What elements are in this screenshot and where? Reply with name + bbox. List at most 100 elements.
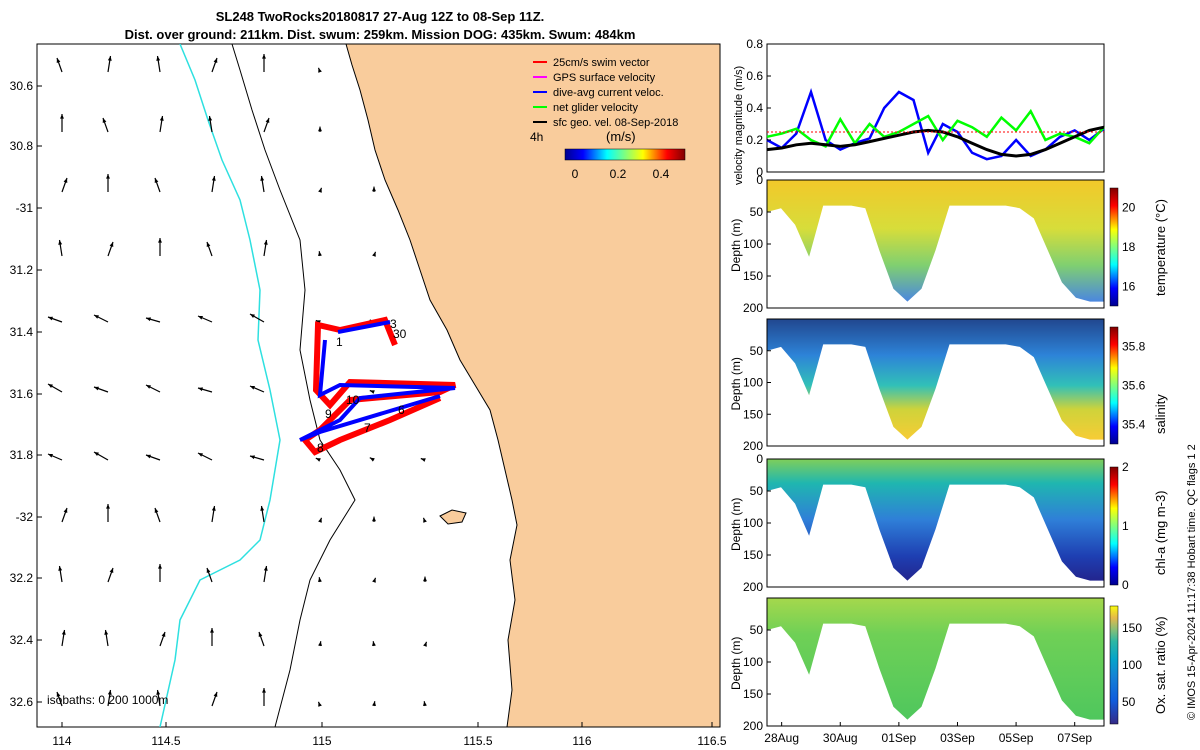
- section-ylabel: Depth (m): [729, 498, 743, 551]
- title-line-2: Dist. over ground: 211km. Dist. swum: 25…: [124, 27, 636, 42]
- geo-arrow-head: [48, 454, 53, 458]
- isobath-1000m: [159, 44, 281, 727]
- geo-arrow-head: [315, 458, 321, 462]
- time-axis-ticks: 28Aug 30Aug 01Sep 03Sep 05Sep 07Sep: [764, 722, 1092, 745]
- section-ytick-label: 200: [743, 719, 763, 733]
- time-tick-label: 07Sep: [1057, 731, 1092, 745]
- section-ytick-label: 100: [743, 376, 763, 390]
- geo-arrow-head: [318, 517, 322, 523]
- map-xtick-label: 114: [52, 734, 71, 748]
- section-ytick-label: 50: [750, 344, 764, 358]
- velocity-series: [766, 87, 1105, 161]
- section-ytick-label: 100: [743, 516, 763, 530]
- map-xtick-label: 115.5: [463, 734, 492, 748]
- section-ytick-label: 200: [743, 580, 763, 594]
- section-colorbar: [1109, 466, 1119, 586]
- colorbar-tick-label: 0: [1122, 578, 1129, 592]
- geo-arrow-head: [56, 58, 61, 63]
- velocity-ytick-label: 0: [756, 165, 763, 179]
- colorbar-tick-label: 50: [1122, 695, 1136, 709]
- colorbar-tick-label: 1: [1122, 519, 1129, 533]
- map-xtick-label: 115: [312, 734, 331, 748]
- time-tick-label: 01Sep: [882, 731, 917, 745]
- geo-arrow-head: [423, 576, 427, 582]
- section-colorbar: [1109, 326, 1119, 445]
- colorbar-tick-label: 100: [1122, 658, 1142, 672]
- colorbar-label: salinity: [1153, 394, 1168, 434]
- geo-arrow-head: [318, 251, 322, 257]
- geo-velocity-arrows: [47, 54, 428, 707]
- velocity-frame: [766, 43, 1105, 173]
- map-ytick-label: -32: [16, 510, 34, 524]
- geo-arrow-head: [146, 385, 151, 389]
- geo-arrow-head: [198, 316, 203, 320]
- time-tick-label: 03Sep: [940, 731, 975, 745]
- colorbar-label: chl-a (mg m-3): [1153, 490, 1168, 575]
- geo-arrow-head: [60, 114, 64, 119]
- rottnest-island: [439, 509, 467, 525]
- colorbar-units: (m/s): [606, 129, 636, 144]
- section-chl-a: 0 50 100 150 200 Depth (m) 0 1 2 chl-a (mg m-3): [729, 452, 1168, 594]
- geo-arrow-head: [372, 701, 376, 707]
- geo-arrow-head: [318, 126, 322, 132]
- section-fill: [767, 598, 1104, 720]
- land-mass: [345, 44, 720, 727]
- geo-arrow-head: [372, 186, 376, 192]
- geo-arrow-head: [258, 632, 263, 637]
- colorbar-label: temperature (°C): [1153, 199, 1168, 296]
- map-ytick-label: -31: [16, 201, 34, 215]
- geo-arrow-head: [198, 387, 203, 392]
- geo-arrow-head: [107, 56, 112, 61]
- velocity-ytick-label: 0.4: [746, 101, 763, 115]
- section-colorbar: [1109, 187, 1119, 307]
- geo-arrow-head: [318, 701, 322, 707]
- geo-arrow-head: [265, 118, 270, 123]
- geo-arrow-head: [263, 240, 268, 245]
- colorbar-tick-label: 20: [1122, 201, 1136, 215]
- colorbar-tick-label: 16: [1122, 279, 1136, 293]
- day-label: 30: [393, 327, 407, 341]
- geo-arrow-head: [262, 688, 266, 693]
- day-label: 1: [336, 335, 343, 349]
- geo-arrow-head: [208, 116, 213, 121]
- glider-track: [299, 316, 457, 456]
- geo-arrow-head: [48, 316, 53, 321]
- velocity-ylabel: velocity magnitude (m/s): [733, 66, 745, 185]
- geo-arrow-head: [158, 564, 162, 569]
- legend-label: GPS surface velocity: [553, 72, 656, 84]
- map-ytick-label: 31.6: [10, 387, 34, 401]
- day-label: 10: [346, 393, 360, 407]
- section-ytick-label: 0: [756, 173, 763, 187]
- legend-label: dive-avg current veloc.: [553, 87, 664, 99]
- colorbar-tick-label: 35.6: [1122, 379, 1146, 393]
- geo-arrow-head: [48, 384, 53, 388]
- map-ytick-label: 31.2: [10, 263, 34, 277]
- section-salinity: 50 100 150 200 Depth (m) 35.4 35.6 35.8 salinity: [729, 318, 1168, 453]
- geo-arrow-head: [94, 315, 99, 319]
- day-label: 7: [364, 421, 371, 435]
- geo-arrow-head: [423, 641, 427, 647]
- day-labels: 1 330 10 6 9 7 8: [317, 317, 407, 455]
- geo-arrow-head: [250, 455, 255, 460]
- day-label: 3: [390, 317, 397, 331]
- geo-arrow-head: [58, 240, 63, 245]
- section-ytick-label: 50: [750, 205, 764, 219]
- map-xtick-label: 114.5: [151, 734, 180, 748]
- geo-arrow-head: [94, 452, 99, 456]
- section-ytick-label: 100: [743, 655, 763, 669]
- geo-arrow-head: [198, 453, 203, 457]
- geo-arrow-head: [213, 58, 218, 63]
- geo-arrow-head: [372, 516, 376, 522]
- day-label: 6: [398, 403, 405, 417]
- colorbar-tick-label: 35.4: [1122, 418, 1146, 432]
- section-fill: [767, 180, 1104, 302]
- colorbar-tick-label: 2: [1122, 460, 1129, 474]
- colorbar-tick-label: 150: [1122, 621, 1142, 635]
- map-ytick-label: 32.6: [10, 695, 34, 709]
- geo-arrow-head: [154, 508, 159, 513]
- legend-label: net glider velocity: [553, 102, 638, 114]
- geo-arrow-head: [94, 386, 99, 391]
- speed-colorbar-tick: 0.4: [653, 167, 670, 181]
- map-xtick-label: 116.5: [697, 734, 726, 748]
